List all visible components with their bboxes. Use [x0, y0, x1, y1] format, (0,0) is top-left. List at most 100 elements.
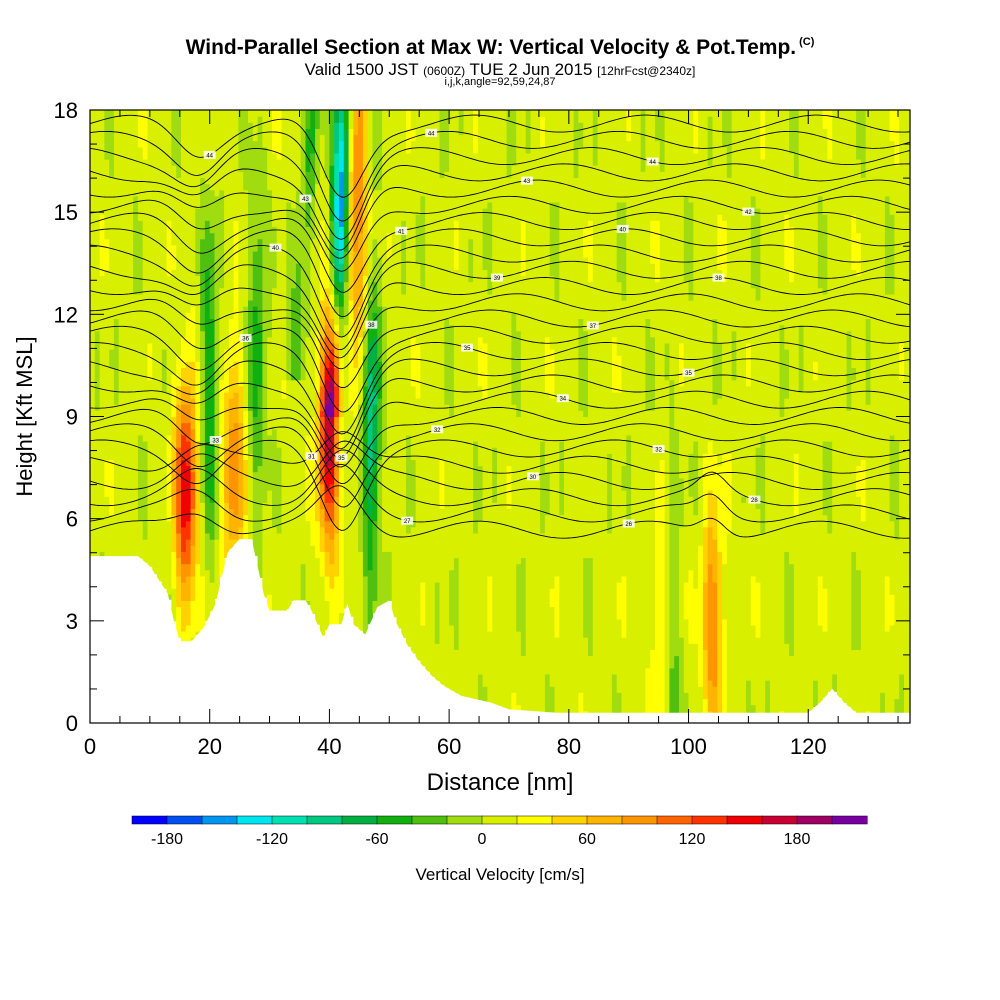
velocity-cell [171, 483, 177, 491]
velocity-cell [295, 539, 302, 546]
velocity-cell [382, 514, 388, 522]
velocity-cell [367, 134, 374, 142]
velocity-cell [200, 447, 206, 454]
velocity-cell [181, 410, 187, 418]
velocity-cell [252, 514, 259, 522]
velocity-cell [171, 263, 177, 270]
velocity-cell [204, 569, 211, 577]
velocity-cell [324, 606, 330, 614]
velocity-cell [382, 502, 388, 509]
velocity-cell [257, 379, 263, 387]
velocity-cell [252, 459, 259, 467]
velocity-cell [310, 533, 316, 540]
velocity-cell [185, 594, 192, 601]
velocity-cell [166, 355, 172, 362]
velocity-cell [257, 465, 263, 473]
velocity-cell [272, 477, 278, 485]
velocity-cell [204, 171, 211, 178]
velocity-cell [171, 355, 177, 362]
velocity-cell [152, 251, 158, 258]
velocity-cell [109, 336, 115, 344]
velocity-cell [362, 557, 369, 565]
velocity-cell [133, 539, 139, 546]
velocity-cell [343, 575, 350, 583]
velocity-cell [94, 416, 101, 424]
velocity-cell [200, 195, 206, 203]
velocity-cell [109, 189, 115, 197]
velocity-cell [348, 195, 354, 203]
velocity-cell [181, 496, 187, 503]
velocity-cell [248, 183, 254, 191]
velocity-cell [233, 220, 239, 227]
velocity-cell [104, 202, 110, 209]
velocity-cell [315, 275, 321, 283]
velocity-cell [334, 208, 340, 215]
velocity-cell [334, 110, 340, 117]
velocity-cell [219, 110, 225, 117]
velocity-cell [195, 631, 201, 635]
velocity-cell [214, 281, 220, 289]
velocity-cell [300, 134, 307, 142]
velocity-cell [200, 244, 206, 252]
velocity-cell [276, 594, 283, 601]
velocity-cell [295, 490, 302, 497]
velocity-cell [372, 214, 378, 221]
velocity-cell [228, 404, 235, 411]
velocity-cell [219, 471, 225, 479]
velocity-cell [367, 520, 374, 528]
velocity-cell [190, 520, 196, 528]
velocity-cell [262, 330, 268, 338]
velocity-cell [185, 165, 192, 172]
velocity-cell [209, 269, 216, 277]
velocity-cell [228, 146, 235, 154]
velocity-cell [353, 195, 359, 203]
velocity-cell [118, 336, 125, 344]
velocity-cell [204, 220, 211, 227]
velocity-cell [128, 496, 134, 503]
velocity-cell [334, 373, 340, 381]
velocity-cell [377, 508, 383, 516]
velocity-cell [372, 336, 378, 344]
velocity-cell [195, 373, 201, 381]
velocity-cell [367, 177, 374, 185]
velocity-cell [372, 483, 378, 491]
velocity-cell [123, 422, 129, 430]
velocity-cell [99, 177, 105, 185]
velocity-cell [386, 582, 393, 589]
velocity-cell [214, 502, 220, 509]
velocity-cell [209, 422, 216, 430]
velocity-cell [181, 563, 187, 571]
velocity-cell [181, 514, 187, 522]
velocity-cell [238, 385, 244, 393]
velocity-cell [214, 275, 220, 283]
velocity-cell [262, 551, 268, 559]
velocity-cell [209, 551, 216, 559]
velocity-cell [272, 563, 278, 571]
velocity-cell [257, 342, 263, 350]
velocity-cell [190, 526, 196, 534]
velocity-cell [295, 183, 302, 191]
velocity-cell [343, 122, 350, 129]
velocity-cell [104, 330, 110, 338]
velocity-cell [200, 300, 206, 307]
velocity-cell [190, 312, 196, 319]
velocity-cell [209, 404, 216, 411]
velocity-cell [276, 312, 283, 319]
velocity-cell [343, 594, 350, 601]
velocity-cell [382, 539, 388, 546]
velocity-cell [358, 392, 364, 399]
velocity-cell [343, 361, 350, 368]
velocity-cell [104, 208, 110, 215]
velocity-cell [176, 496, 182, 503]
velocity-cell [109, 318, 115, 326]
velocity-cell [228, 361, 235, 368]
velocity-cell [334, 275, 340, 283]
velocity-cell [152, 208, 158, 215]
velocity-cell [257, 165, 263, 172]
velocity-cell [252, 226, 259, 234]
velocity-cell [286, 606, 292, 610]
velocity-cell [118, 177, 125, 185]
velocity-cell [272, 306, 278, 313]
velocity-cell [185, 496, 192, 503]
velocity-cell [166, 385, 172, 393]
